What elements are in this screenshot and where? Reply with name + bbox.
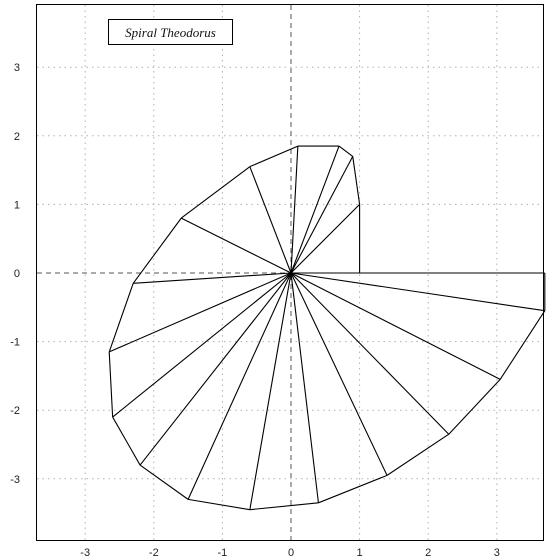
spiral-spoke	[187, 272, 292, 500]
outline-layer	[108, 145, 546, 511]
x-tick-label: 0	[288, 547, 294, 559]
grid-layer	[37, 5, 543, 540]
spiral-outer-edge	[249, 145, 299, 168]
spiral-spoke	[290, 145, 340, 274]
spiral-outer-edge	[132, 217, 182, 284]
spiral-outer-edge	[338, 145, 354, 157]
x-tick-label: 1	[357, 547, 363, 559]
spiral-outer-edge	[188, 498, 250, 511]
spokes-layer	[108, 145, 545, 510]
x-tick-label: 3	[494, 547, 500, 559]
spiral-spoke	[249, 272, 292, 510]
spiral-outer-edge	[386, 433, 450, 476]
spiral-outer-edge	[108, 283, 134, 353]
spiral-spoke	[249, 166, 292, 274]
y-tick-label: 0	[14, 268, 20, 280]
title-box: Spiral Theodorus	[108, 19, 233, 45]
chart-title: Spiral Theodorus	[125, 25, 216, 40]
spiral-spoke	[290, 204, 360, 274]
spiral-outer-edge	[352, 156, 361, 205]
spiral-outer-edge	[448, 378, 501, 435]
y-tick-label: -1	[10, 337, 20, 349]
spiral-spoke	[290, 146, 299, 274]
spiral-outer-edge	[108, 351, 114, 418]
spiral-outer-edge	[112, 416, 141, 466]
y-tick-label: 2	[14, 131, 20, 143]
title-frame	[108, 19, 233, 45]
spiral-spoke	[290, 156, 354, 274]
x-tick-label: -2	[149, 547, 159, 559]
y-tick-label: 1	[14, 199, 20, 211]
spiral-outer-edge	[249, 502, 319, 511]
spiral-spoke	[133, 272, 292, 284]
spiral-spoke	[112, 272, 292, 418]
spiral-outer-edge	[318, 474, 388, 504]
tick-labels: -3 -2 -1 0 1 2 3 3 2 1 0 -1 -2 -3	[10, 62, 500, 559]
spiral-spoke	[290, 272, 501, 380]
x-tick-label: -1	[218, 547, 228, 559]
y-tick-label: -2	[10, 405, 20, 417]
spiral-outer-edge	[180, 166, 251, 219]
spiral-outer-edge	[139, 464, 189, 500]
spiral-outer-edge	[499, 310, 546, 380]
spiral-spoke	[139, 272, 292, 466]
spiral-spoke	[108, 272, 292, 353]
spiral-spoke	[290, 272, 319, 503]
x-tick-label: -3	[80, 547, 90, 559]
spiral-spoke	[290, 272, 388, 476]
spiral-spoke	[180, 217, 292, 274]
spiral-spoke	[290, 272, 545, 312]
spiral-spoke	[290, 272, 450, 435]
x-tick-label: 2	[425, 547, 431, 559]
y-tick-label: -3	[10, 474, 20, 486]
y-tick-label: 3	[14, 62, 20, 74]
